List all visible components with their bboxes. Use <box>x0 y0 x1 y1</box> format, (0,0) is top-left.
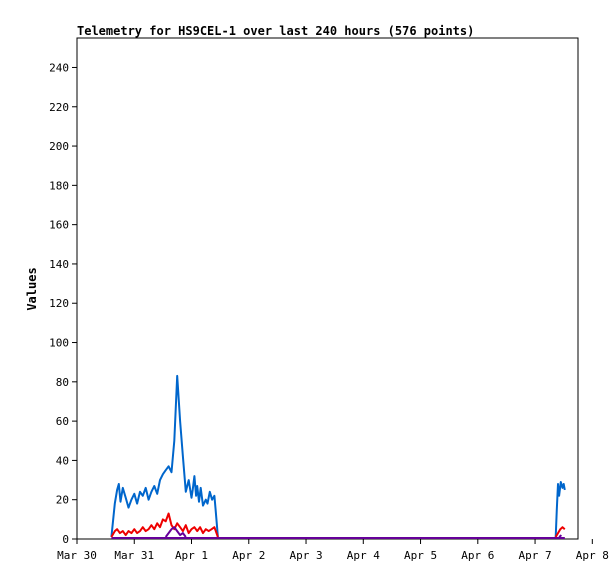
y-tick-label: 200 <box>49 140 69 153</box>
series-0-line <box>554 481 566 538</box>
y-tick-label: 220 <box>49 101 69 114</box>
y-tick-label: 100 <box>49 337 69 350</box>
y-tick-label: 180 <box>49 179 69 192</box>
x-tick-label: Mar 31 <box>114 549 154 562</box>
x-tick-label: Apr 7 <box>518 549 551 562</box>
y-tick-label: 20 <box>56 494 69 507</box>
y-tick-label: 0 <box>62 533 69 546</box>
x-tick-label: Apr 2 <box>232 549 265 562</box>
series-2-line <box>558 534 563 538</box>
series-layer <box>110 374 566 539</box>
chart-title: Telemetry for HS9CEL-1 over last 240 hou… <box>77 24 474 38</box>
series-1-line <box>554 526 566 538</box>
y-tick-label: 60 <box>56 415 69 428</box>
x-tick-label: Mar 30 <box>57 549 97 562</box>
x-tick-label: Apr 1 <box>175 549 208 562</box>
x-tick-label: Apr 5 <box>404 549 437 562</box>
x-tick-label: Apr 4 <box>347 549 380 562</box>
series-2-line <box>164 526 187 538</box>
y-tick-label: 120 <box>49 297 69 310</box>
series-1-line <box>110 512 219 538</box>
y-tick-label: 80 <box>56 376 69 389</box>
x-axis-ticks: Mar 30 Mar 31 Apr 1 Apr 2 Apr 3 Apr 4 Apr 5 Apr… <box>57 539 609 562</box>
y-axis-label: Values <box>25 267 39 310</box>
x-tick-label: Apr 6 <box>461 549 494 562</box>
x-tick-label: Apr 3 <box>289 549 322 562</box>
y-tick-label: 140 <box>49 258 69 271</box>
y-tick-label: 40 <box>56 454 69 467</box>
y-tick-label: 240 <box>49 61 69 74</box>
x-tick-label: Apr 8 <box>576 549 609 562</box>
series-0-line <box>110 374 219 538</box>
plot-frame <box>76 37 579 540</box>
y-tick-label: 160 <box>49 219 69 232</box>
y-axis-ticks: 0 20 40 60 80 100 120 140 160 180 200 220 240 <box>49 61 77 546</box>
